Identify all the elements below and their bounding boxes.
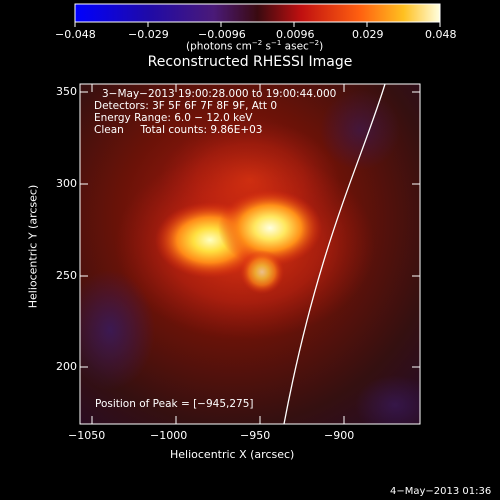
units-sup: −2 [251,39,263,47]
y-tick-label: 300 [56,177,77,190]
x-axis-label: Heliocentric X (arcsec) [170,448,295,461]
rhessi-image [80,84,420,424]
colorbar [74,3,441,23]
annotation-time-range: 3−May−2013 19:00:28.000 to 19:00:44.000 [102,88,337,100]
timestamp: 4−May−2013 01:36 [390,486,492,497]
y-tick-label: 250 [56,269,77,282]
y-axis-ticks [80,91,420,368]
units-text: ) [319,40,324,53]
x-tick-label: −950 [240,429,271,442]
x-tick-label: −1050 [68,429,106,442]
colorbar-tick-label: −0.029 [128,28,169,41]
annotation-energy: Energy Range: 6.0 − 12.0 keV [94,112,253,124]
units-sup: −1 [271,39,282,47]
colorbar-ticks [74,22,441,27]
x-tick-label: −900 [324,429,355,442]
annotation-detectors: Detectors: 3F 5F 6F 7F 8F 9F, Att 0 [94,100,278,112]
colorbar-tick-label: 0.048 [425,28,457,41]
x-tick-label: −1000 [150,429,188,442]
y-axis-label: Heliocentric Y (arcsec) [26,184,40,309]
annotation-clean: Clean Total counts: 9.86E+03 [94,124,263,136]
units-sup: −2 [308,39,320,47]
units-text: (photons cm [186,40,252,53]
colorbar-tick-label: 0.029 [352,28,384,41]
y-tick-label: 350 [56,85,77,98]
colorbar-tick-label: 0.0096 [276,28,315,41]
solar-limb-curve [283,83,386,425]
colorbar-tick-label: −0.048 [55,28,96,41]
annotation-peak: Position of Peak = [−945,275] [95,398,254,410]
plot-frame [79,83,421,425]
colorbar-tick-label: −0.0096 [198,28,246,41]
x-axis-ticks [91,84,345,424]
y-tick-label: 200 [56,360,77,373]
units-text: s [262,40,271,53]
plot-title: Reconstructed RHESSI Image [147,54,353,70]
colorbar-units: (photons cm−2 s−1 asec−2) [186,39,323,53]
units-text: asec [281,40,309,53]
